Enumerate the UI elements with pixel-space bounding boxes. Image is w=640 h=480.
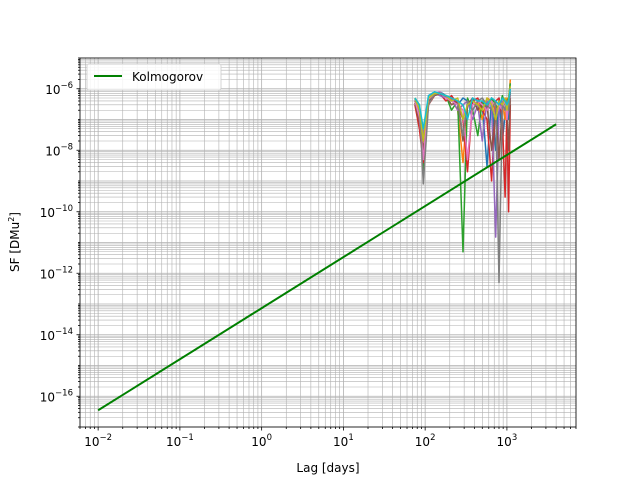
- x-tick-label: 10−2: [84, 433, 112, 449]
- y-tick-base: 10: [40, 329, 55, 343]
- x-tick-labels: 10−2 10−1 100 101 102 103: [84, 433, 517, 449]
- y-axis-label-end: ]: [8, 212, 22, 217]
- kolmogorov-line-group: [97, 123, 557, 412]
- y-axis-label-superscript: 2: [7, 217, 16, 222]
- legend-box: [86, 63, 222, 91]
- x-tick-exponent: 2: [430, 433, 435, 443]
- y-tick-base: 10: [40, 206, 55, 220]
- x-axis-label: Lag [days]: [296, 461, 359, 475]
- data-series-line-10: [414, 88, 512, 130]
- x-tick-base: 10: [497, 435, 512, 449]
- y-tick-exponent: −8: [60, 142, 73, 152]
- x-tick-label: 10−1: [166, 433, 194, 449]
- y-axis-label: SF [DMu2]: [7, 212, 22, 272]
- x-tick-exponent: −1: [181, 433, 194, 443]
- x-tick-label: 103: [497, 433, 518, 449]
- legend-kolmogorov-label: Kolmogorov: [132, 70, 203, 84]
- y-tick-base: 10: [45, 83, 60, 97]
- y-tick-base: 10: [40, 267, 55, 281]
- x-tick-exponent: 0: [267, 433, 272, 443]
- x-tick-base: 10: [415, 435, 430, 449]
- x-tick-exponent: −2: [100, 433, 113, 443]
- y-tick-base: 10: [40, 390, 55, 404]
- y-tick-exponent: −6: [60, 81, 73, 91]
- x-tick-label: 102: [415, 433, 436, 449]
- y-axis-label-text: SF [DMu: [8, 222, 22, 272]
- x-tick-exponent: 3: [512, 433, 517, 443]
- y-tick-label: 10−8: [45, 142, 73, 158]
- x-tick-base: 10: [251, 435, 266, 449]
- x-tick-label: 100: [251, 433, 272, 449]
- y-tick-exponent: −12: [55, 265, 73, 275]
- y-tick-label: 10−6: [45, 81, 73, 97]
- x-tick-exponent: 1: [348, 433, 353, 443]
- y-tick-exponent: −16: [55, 388, 73, 398]
- y-tick-exponent: −10: [55, 204, 73, 214]
- data-series-group: [414, 79, 512, 284]
- plot-frame: [79, 57, 577, 428]
- data-series-line-8: [414, 91, 512, 284]
- x-tick-label: 101: [333, 433, 354, 449]
- y-tick-label: 10−12: [40, 265, 73, 281]
- y-tick-exponent: −14: [55, 327, 73, 337]
- x-tick-base: 10: [333, 435, 348, 449]
- kolmogorov-line: [97, 123, 557, 412]
- y-tick-base: 10: [45, 144, 60, 158]
- y-tick-label: 10−16: [40, 388, 73, 404]
- y-tick-label: 10−10: [40, 204, 73, 220]
- x-tick-base: 10: [84, 435, 99, 449]
- y-tick-label: 10−14: [40, 327, 73, 343]
- legend: Kolmogorov: [86, 63, 222, 91]
- x-tick-base: 10: [166, 435, 181, 449]
